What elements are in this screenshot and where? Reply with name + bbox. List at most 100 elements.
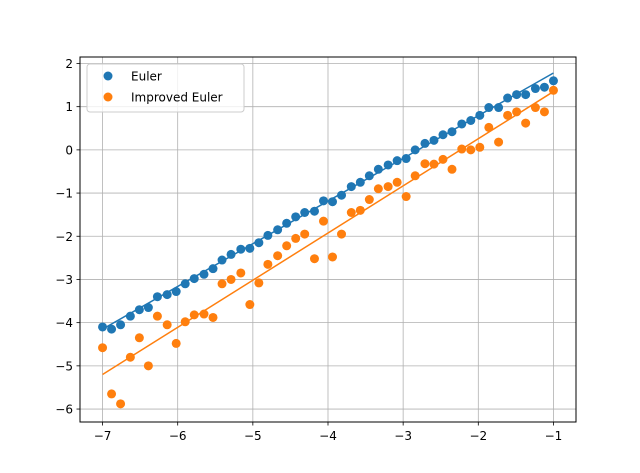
data-point-series-2 xyxy=(134,333,144,343)
data-point-series-1 xyxy=(484,103,494,113)
data-point-series-1 xyxy=(309,206,319,216)
legend-label-series-1: Euler xyxy=(131,70,162,84)
y-tick-label: −3 xyxy=(55,273,73,287)
data-point-series-2 xyxy=(355,205,365,215)
data-point-series-1 xyxy=(530,84,540,94)
data-point-series-1 xyxy=(410,145,420,155)
data-point-series-2 xyxy=(116,399,126,409)
data-point-series-1 xyxy=(199,269,209,279)
data-point-series-1 xyxy=(300,208,310,218)
data-point-series-1 xyxy=(521,90,531,100)
data-point-series-1 xyxy=(539,82,549,92)
y-tick-label: −6 xyxy=(55,403,73,417)
data-point-series-2 xyxy=(125,352,135,362)
data-point-series-2 xyxy=(521,118,531,128)
data-point-series-2 xyxy=(162,320,172,330)
data-point-series-2 xyxy=(208,312,218,322)
data-point-series-1 xyxy=(254,238,264,248)
data-point-series-1 xyxy=(337,190,347,200)
data-point-series-1 xyxy=(107,324,117,334)
data-point-series-1 xyxy=(548,76,558,86)
data-point-series-2 xyxy=(364,195,374,205)
data-point-series-1 xyxy=(355,177,365,187)
data-point-series-1 xyxy=(512,90,522,100)
y-tick-label: 1 xyxy=(65,100,73,114)
y-tick-label: −5 xyxy=(55,359,73,373)
data-point-series-1 xyxy=(373,164,383,174)
data-point-series-1 xyxy=(346,182,356,192)
data-point-series-2 xyxy=(410,171,420,181)
data-point-series-2 xyxy=(236,268,246,278)
data-point-series-2 xyxy=(152,311,162,321)
data-point-series-2 xyxy=(373,184,383,194)
data-point-series-2 xyxy=(383,182,393,192)
data-point-series-2 xyxy=(548,85,558,95)
legend-marker-series-1 xyxy=(103,71,113,81)
data-point-series-2 xyxy=(180,317,190,327)
data-point-series-2 xyxy=(494,137,504,147)
data-point-series-2 xyxy=(171,338,181,348)
data-point-series-1 xyxy=(189,274,199,284)
data-point-series-2 xyxy=(107,389,117,399)
data-point-series-1 xyxy=(457,119,467,129)
data-point-series-1 xyxy=(236,244,246,254)
data-point-series-1 xyxy=(116,320,126,330)
data-point-series-1 xyxy=(328,197,338,207)
data-point-series-2 xyxy=(503,110,513,120)
x-tick-label: −6 xyxy=(169,429,187,443)
data-point-series-1 xyxy=(291,212,301,222)
x-tick-label: −4 xyxy=(319,429,337,443)
x-tick-label: −2 xyxy=(469,429,487,443)
data-point-series-1 xyxy=(466,115,476,125)
x-axis: −7 −6 −5 −4 −3 −2 −1 xyxy=(94,422,562,443)
data-point-series-2 xyxy=(401,192,411,202)
data-point-series-1 xyxy=(503,93,513,103)
data-point-series-2 xyxy=(420,159,430,169)
data-point-series-1 xyxy=(273,225,283,235)
data-point-series-2 xyxy=(457,144,467,154)
data-point-series-2 xyxy=(189,310,199,320)
legend-marker-series-2 xyxy=(103,92,113,102)
data-point-series-2 xyxy=(392,177,402,187)
data-point-series-1 xyxy=(383,160,393,170)
data-point-series-1 xyxy=(125,311,135,321)
data-point-series-2 xyxy=(429,159,439,169)
data-point-series-1 xyxy=(364,171,374,181)
data-point-series-2 xyxy=(263,259,273,269)
y-tick-label: 0 xyxy=(65,143,73,157)
data-point-series-1 xyxy=(494,103,504,113)
data-point-series-1 xyxy=(171,287,181,297)
data-point-series-2 xyxy=(291,233,301,243)
data-point-series-2 xyxy=(484,122,494,132)
data-point-series-1 xyxy=(226,249,236,259)
data-point-series-1 xyxy=(98,322,108,332)
data-point-series-1 xyxy=(245,243,255,253)
data-point-series-1 xyxy=(401,154,411,164)
data-point-series-1 xyxy=(318,196,328,206)
data-point-series-2 xyxy=(143,361,153,371)
data-point-series-1 xyxy=(134,305,144,315)
legend-box xyxy=(86,63,245,113)
legend-label-series-2: Improved Euler xyxy=(131,91,223,105)
data-point-series-1 xyxy=(143,303,153,313)
fit-line-series-2 xyxy=(102,90,554,376)
data-point-series-2 xyxy=(254,278,264,288)
data-point-series-1 xyxy=(429,135,439,145)
data-point-series-1 xyxy=(447,127,457,137)
data-point-series-2 xyxy=(98,343,108,353)
x-tick-label: −7 xyxy=(94,429,112,443)
data-point-series-2 xyxy=(337,229,347,239)
data-point-series-1 xyxy=(263,230,273,240)
data-point-series-2 xyxy=(346,208,356,218)
data-point-series-2 xyxy=(309,254,319,264)
data-point-series-1 xyxy=(162,290,172,300)
y-tick-label: −2 xyxy=(55,230,73,244)
data-point-series-2 xyxy=(328,252,338,262)
data-point-series-2 xyxy=(226,274,236,284)
data-point-series-2 xyxy=(512,107,522,117)
data-point-series-1 xyxy=(392,156,402,166)
x-tick-label: −3 xyxy=(394,429,412,443)
data-points xyxy=(98,76,558,409)
data-point-series-2 xyxy=(530,103,540,113)
